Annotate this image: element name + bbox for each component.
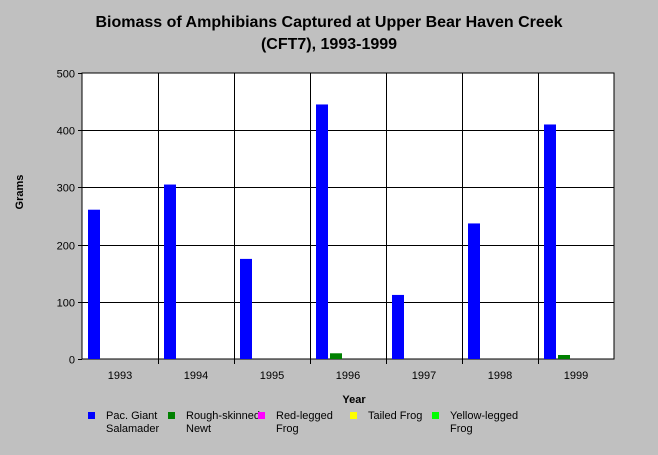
legend-swatch — [168, 412, 175, 419]
x-tick-label: 1995 — [260, 370, 284, 382]
y-axis-label: Grams — [14, 174, 26, 210]
legend-label: Tailed Frog — [368, 410, 423, 422]
x-axis-label: Year — [342, 394, 366, 406]
chart-subtitle: (CFT7), 1993-1999 — [260, 36, 398, 53]
y-tick-label: 300 — [57, 183, 75, 195]
legend-swatch — [88, 412, 95, 419]
bar — [392, 294, 404, 359]
legend-label: Red-legged Frog — [276, 410, 333, 435]
legend-label: Yellow-legged Frog — [450, 410, 519, 435]
bar — [164, 184, 176, 359]
legend-swatch — [432, 412, 439, 419]
bar — [88, 209, 100, 359]
bar — [558, 354, 570, 359]
x-tick-label: 1996 — [336, 370, 360, 382]
bar — [316, 104, 328, 360]
x-tick-label: 1998 — [488, 370, 512, 382]
legend-label: Rough-skinned Newt — [186, 410, 260, 435]
x-tick-label: 1993 — [108, 370, 132, 382]
bar — [240, 258, 252, 359]
bar — [330, 353, 342, 359]
plot-area — [81, 72, 615, 360]
y-tick-label: 0 — [69, 355, 75, 367]
legend-swatch — [350, 412, 357, 419]
bar — [544, 124, 556, 359]
y-tick-label: 400 — [57, 126, 75, 138]
legend-label: Pac. Giant Salamader — [106, 410, 160, 435]
y-tick-label: 200 — [57, 241, 75, 253]
x-tick-label: 1997 — [412, 370, 436, 382]
y-tick-label: 100 — [57, 298, 75, 310]
bar — [468, 223, 480, 359]
chart-title: Biomass of Amphibians Captured at Upper … — [95, 14, 563, 31]
y-tick-label: 500 — [57, 69, 75, 81]
legend-swatch — [258, 412, 265, 419]
x-tick-label: 1994 — [184, 370, 208, 382]
x-tick-label: 1999 — [564, 370, 588, 382]
